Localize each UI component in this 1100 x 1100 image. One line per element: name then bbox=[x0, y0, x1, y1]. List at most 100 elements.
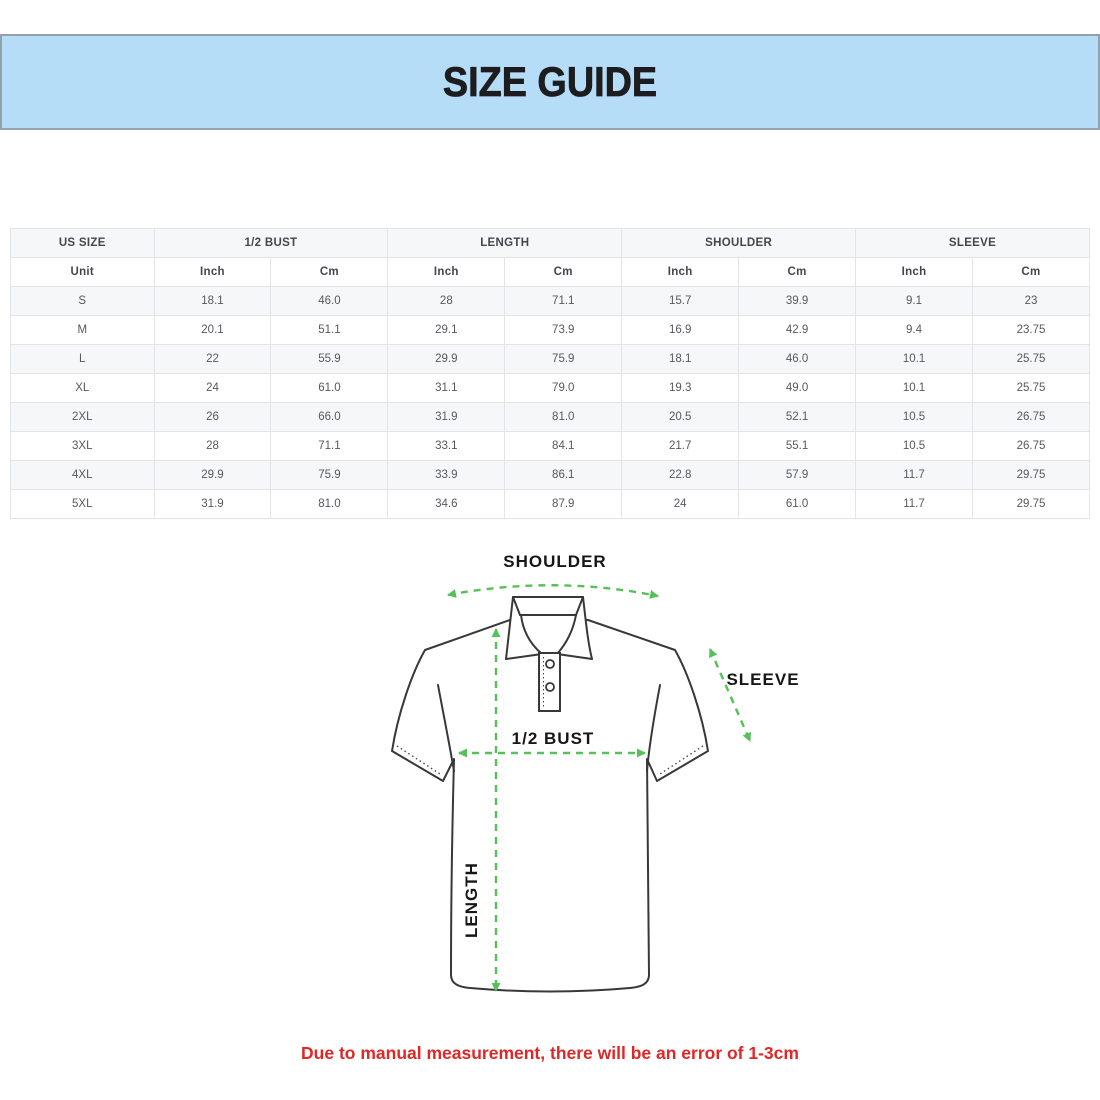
table-unit-row: Unit Inch Cm Inch Cm Inch Cm Inch Cm bbox=[10, 257, 1091, 287]
unit-header: Unit bbox=[10, 257, 155, 287]
unit-header: Cm bbox=[971, 257, 1091, 287]
measurement-cell: 79.0 bbox=[504, 373, 623, 403]
shirt-diagram: SHOULDER SLEEVE 1/2 BUST LENGTH bbox=[370, 545, 810, 1045]
measurement-cell: 22 bbox=[153, 344, 272, 374]
sleeve-arrow-icon bbox=[708, 648, 752, 742]
button-icon bbox=[545, 682, 555, 692]
size-cell: 4XL bbox=[10, 460, 155, 490]
length-label: LENGTH bbox=[462, 862, 481, 938]
measurement-cell: 84.1 bbox=[504, 431, 623, 461]
measurement-cell: 52.1 bbox=[738, 402, 857, 432]
table-row: 5XL 31.9 81.0 34.6 87.9 24 61.0 11.7 29.75 bbox=[10, 489, 1091, 519]
unit-header: Cm bbox=[504, 257, 623, 287]
measurement-cell: 71.1 bbox=[270, 431, 389, 461]
column-group-header: SLEEVE bbox=[855, 228, 1090, 258]
measurement-cell: 11.7 bbox=[855, 460, 973, 490]
column-group-header: SHOULDER bbox=[621, 228, 857, 258]
measurement-cell: 20.1 bbox=[153, 315, 272, 345]
measurement-cell: 10.5 bbox=[855, 431, 973, 461]
measurement-cell: 15.7 bbox=[621, 286, 740, 316]
size-cell: XL bbox=[10, 373, 155, 403]
size-cell: 5XL bbox=[10, 489, 155, 519]
polo-shirt-illustration: SHOULDER SLEEVE 1/2 BUST LENGTH bbox=[391, 552, 799, 993]
measurement-cell: 73.9 bbox=[504, 315, 623, 345]
measurement-cell: 46.0 bbox=[738, 344, 857, 374]
unit-header: Inch bbox=[855, 257, 973, 287]
table-row: 2XL 26 66.0 31.9 81.0 20.5 52.1 10.5 26.75 bbox=[10, 402, 1091, 432]
measurement-cell: 57.9 bbox=[738, 460, 857, 490]
unit-header: Inch bbox=[621, 257, 740, 287]
shoulder-label: SHOULDER bbox=[503, 552, 606, 571]
table-row: XL 24 61.0 31.1 79.0 19.3 49.0 10.1 25.75 bbox=[10, 373, 1091, 403]
measurement-cell: 23 bbox=[971, 286, 1091, 316]
measurement-cell: 39.9 bbox=[738, 286, 857, 316]
button-icon bbox=[545, 659, 555, 669]
measurement-cell: 31.9 bbox=[153, 489, 272, 519]
measurement-cell: 51.1 bbox=[270, 315, 389, 345]
measurement-cell: 26 bbox=[153, 402, 272, 432]
table-row: 4XL 29.9 75.9 33.9 86.1 22.8 57.9 11.7 29.75 bbox=[10, 460, 1091, 490]
measurement-cell: 16.9 bbox=[621, 315, 740, 345]
size-table-container: US SIZE 1/2 BUST LENGTH SHOULDER SLEEVE Unit… bbox=[10, 228, 1091, 519]
size-cell: L bbox=[10, 344, 155, 374]
column-group-header: LENGTH bbox=[387, 228, 623, 258]
table-row: S 18.1 46.0 28 71.1 15.7 39.9 9.1 23 bbox=[10, 286, 1091, 316]
measurement-cell: 55.1 bbox=[738, 431, 857, 461]
size-cell: S bbox=[10, 286, 155, 316]
size-cell: M bbox=[10, 315, 155, 345]
measurement-cell: 75.9 bbox=[504, 344, 623, 374]
measurement-cell: 18.1 bbox=[153, 286, 272, 316]
table-row: 3XL 28 71.1 33.1 84.1 21.7 55.1 10.5 26.75 bbox=[10, 431, 1091, 461]
measurement-cell: 28 bbox=[387, 286, 506, 316]
measurement-cell: 42.9 bbox=[738, 315, 857, 345]
sleeve-label: SLEEVE bbox=[726, 670, 799, 689]
measurement-cell: 24 bbox=[153, 373, 272, 403]
measurement-cell: 31.9 bbox=[387, 402, 506, 432]
measurement-cell: 25.75 bbox=[971, 344, 1091, 374]
measurement-note: Due to manual measurement, there will be… bbox=[301, 1043, 799, 1063]
table-row: L 22 55.9 29.9 75.9 18.1 46.0 10.1 25.75 bbox=[10, 344, 1091, 374]
measurement-cell: 26.75 bbox=[971, 402, 1091, 432]
measurement-cell: 18.1 bbox=[621, 344, 740, 374]
measurement-cell: 29.9 bbox=[387, 344, 506, 374]
placket bbox=[538, 652, 561, 712]
measurement-cell: 31.1 bbox=[387, 373, 506, 403]
measurement-cell: 87.9 bbox=[504, 489, 623, 519]
measurement-cell: 10.1 bbox=[855, 344, 973, 374]
measurement-cell: 33.9 bbox=[387, 460, 506, 490]
measurement-cell: 86.1 bbox=[504, 460, 623, 490]
unit-header: Cm bbox=[738, 257, 857, 287]
size-table: US SIZE 1/2 BUST LENGTH SHOULDER SLEEVE Unit… bbox=[10, 228, 1091, 519]
measurement-cell: 29.75 bbox=[971, 489, 1091, 519]
bust-label: 1/2 BUST bbox=[512, 729, 595, 748]
measurement-cell: 28 bbox=[153, 431, 272, 461]
measurement-cell: 20.5 bbox=[621, 402, 740, 432]
measurement-cell: 61.0 bbox=[738, 489, 857, 519]
measurement-cell: 9.4 bbox=[855, 315, 973, 345]
measurement-cell: 19.3 bbox=[621, 373, 740, 403]
measurement-cell: 24 bbox=[621, 489, 740, 519]
measurement-cell: 29.9 bbox=[153, 460, 272, 490]
measurement-cell: 61.0 bbox=[270, 373, 389, 403]
measurement-cell: 22.8 bbox=[621, 460, 740, 490]
measurement-cell: 49.0 bbox=[738, 373, 857, 403]
table-body: S 18.1 46.0 28 71.1 15.7 39.9 9.1 23 M 20.1 51.1 29.… bbox=[10, 286, 1091, 519]
measurement-cell: 29.75 bbox=[971, 460, 1091, 490]
size-cell: 3XL bbox=[10, 431, 155, 461]
column-group-header: 1/2 BUST bbox=[153, 228, 389, 258]
measurement-cell: 9.1 bbox=[855, 286, 973, 316]
measurement-cell: 71.1 bbox=[504, 286, 623, 316]
measurement-cell: 81.0 bbox=[270, 489, 389, 519]
shirt-outline bbox=[391, 619, 709, 993]
unit-header: Inch bbox=[153, 257, 272, 287]
size-cell: 2XL bbox=[10, 402, 155, 432]
measurement-cell: 10.1 bbox=[855, 373, 973, 403]
measurement-cell: 46.0 bbox=[270, 286, 389, 316]
measurement-cell: 21.7 bbox=[621, 431, 740, 461]
measurement-cell: 11.7 bbox=[855, 489, 973, 519]
measurement-cell: 29.1 bbox=[387, 315, 506, 345]
table-row: M 20.1 51.1 29.1 73.9 16.9 42.9 9.4 23.75 bbox=[10, 315, 1091, 345]
measurement-cell: 55.9 bbox=[270, 344, 389, 374]
measurement-cell: 66.0 bbox=[270, 402, 389, 432]
measurement-cell: 81.0 bbox=[504, 402, 623, 432]
